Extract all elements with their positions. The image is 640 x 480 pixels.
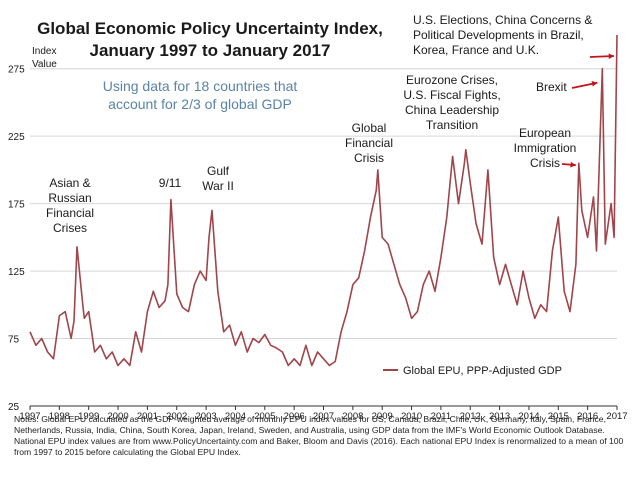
annotation-label: Immigration	[514, 141, 577, 155]
x-tick-label: 2006	[284, 411, 305, 422]
y-tick-label: 125	[8, 267, 25, 278]
annotation-label: Crisis	[354, 151, 384, 165]
annotation-label: Political Developments in Brazil,	[413, 28, 584, 42]
event-annotations: Asian &RussianFinancialCrises9/11GulfWar…	[46, 13, 592, 235]
x-tick-label: 2008	[342, 411, 363, 422]
annotation-label: Brexit	[536, 80, 567, 94]
annotation-label: European	[519, 126, 571, 140]
annotation-label: Asian &	[49, 176, 90, 190]
x-tick-label: 2011	[431, 411, 451, 422]
x-tick-label: 2015	[548, 411, 569, 422]
annotation-label: War II	[202, 179, 234, 193]
callout-line-1: Using data for 18 countries that	[103, 78, 298, 94]
x-axis-ticks: 1997 1998 1999 2000 2001 2002 2003 2004 2005 2006…	[19, 406, 628, 422]
footnote-notes: Notes: Global EPU calculated as the GDP-…	[14, 414, 624, 457]
gridlines	[30, 68, 617, 407]
y-axis-label-line-2: Value	[32, 59, 57, 70]
arrow-head	[591, 80, 598, 87]
callout-line-2: account for 2/3 of global GDP	[108, 96, 292, 112]
annotation-label: Russian	[48, 191, 91, 205]
annotation-label: Crisis	[530, 156, 560, 170]
annotation-label: Crises	[53, 221, 87, 235]
annotation-label: Eurozone Crises,	[406, 73, 498, 87]
annotation-label: Financial	[345, 136, 393, 150]
y-axis-ticks: 25 75 125 175 225 275	[8, 65, 25, 413]
plot-series	[29, 34, 618, 367]
x-tick-label: 2004	[225, 411, 246, 422]
x-tick-label: 2017	[606, 411, 627, 422]
x-tick-label: 2009	[372, 411, 393, 422]
arrow-head	[570, 161, 576, 168]
annotation-label: 9/11	[159, 176, 182, 190]
x-tick-label: 2003	[196, 411, 217, 422]
y-tick-label: 75	[8, 335, 20, 346]
x-tick-label: 2000	[107, 411, 128, 422]
legend: Global EPU, PPP-Adjusted GDP	[383, 365, 562, 377]
x-tick-label: 2002	[166, 411, 187, 422]
chart-title: Global Economic Policy Uncertainty Index…	[37, 19, 383, 38]
annotation-label: Financial	[46, 206, 94, 220]
x-tick-label: 2005	[254, 411, 275, 422]
series-line	[29, 34, 618, 367]
y-axis-label-line-1: Index	[32, 46, 56, 57]
annotation-arrows	[561, 53, 615, 168]
x-tick-label: 2016	[577, 411, 598, 422]
chart-subtitle: January 1997 to January 2017	[90, 41, 331, 60]
x-tick-label: 2001	[137, 411, 158, 422]
annotation-label: China Leadership	[405, 103, 499, 117]
annotation-label: Global	[352, 121, 387, 135]
x-tick-label: 2010	[401, 411, 422, 422]
annotation-label: U.S. Elections, China Concerns &	[413, 13, 592, 27]
x-tick-label: 2007	[313, 411, 334, 422]
annotation-label: U.S. Fiscal Fights,	[403, 88, 500, 102]
x-tick-label: 1998	[49, 411, 70, 422]
legend-label: Global EPU, PPP-Adjusted GDP	[403, 365, 562, 377]
annotation-label: Korea, France and U.K.	[413, 43, 539, 57]
x-tick-label: 2014	[518, 411, 539, 422]
y-tick-label: 175	[8, 200, 25, 211]
x-tick-label: 2013	[489, 411, 510, 422]
y-tick-label: 225	[8, 132, 25, 143]
x-tick-label: 1999	[78, 411, 99, 422]
arrow-head	[608, 53, 614, 60]
x-tick-label: 1997	[19, 411, 40, 422]
annotation-label: Transition	[426, 118, 478, 132]
annotation-label: Gulf	[207, 164, 230, 178]
x-tick-label: 2012	[460, 411, 481, 422]
y-tick-label: 275	[8, 65, 25, 76]
y-tick-label: 25	[8, 402, 20, 413]
